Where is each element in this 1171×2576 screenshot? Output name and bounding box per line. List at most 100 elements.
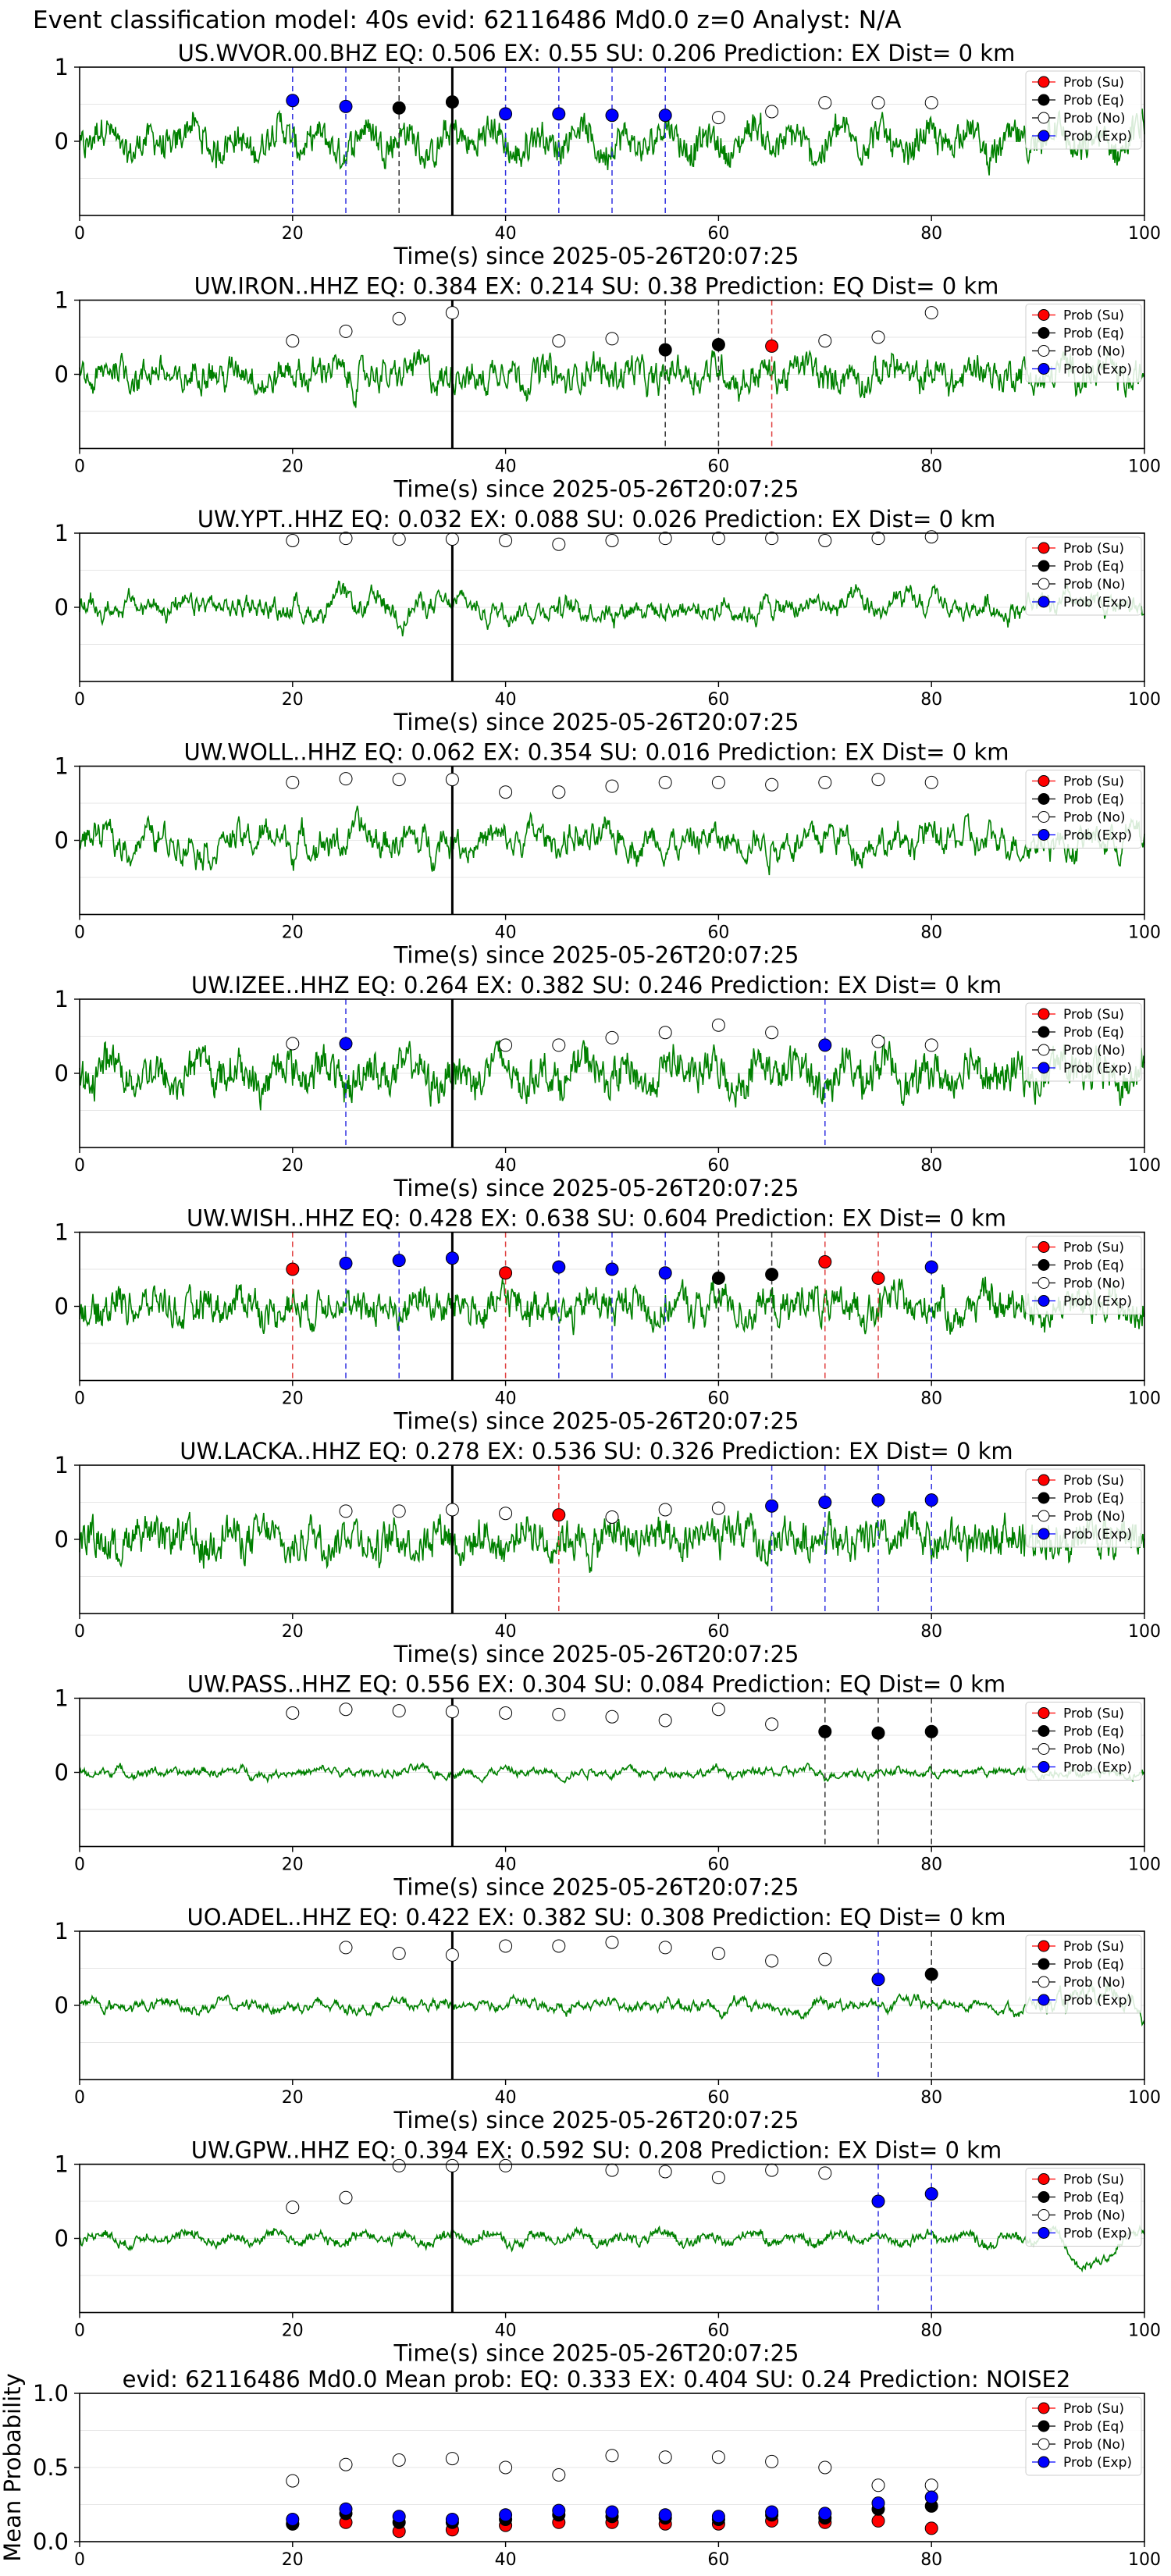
prob-marker-no xyxy=(392,1947,406,1960)
x-tick-label: 80 xyxy=(920,923,942,943)
legend-label-eq: Prob (Eq) xyxy=(1063,1491,1124,1507)
station-panel: UW.GPW..HHZ EQ: 0.394 EX: 0.592 SU: 0.20… xyxy=(55,2137,1161,2367)
prob-marker-no xyxy=(339,1703,353,1717)
x-tick-label: 40 xyxy=(495,2088,517,2108)
y-tick-label: 0 xyxy=(55,1060,69,1087)
prob-marker-exp xyxy=(339,99,353,113)
prob-marker-exp xyxy=(605,109,619,123)
mean-marker-no xyxy=(924,2478,938,2492)
legend-label-su: Prob (Su) xyxy=(1063,1939,1124,1955)
prob-marker-no xyxy=(765,1717,779,1731)
station-panel: UW.LACKA..HHZ EQ: 0.278 EX: 0.536 SU: 0.… xyxy=(55,1438,1161,1667)
x-tick-label: 0 xyxy=(74,224,85,244)
prob-marker-no xyxy=(818,2166,832,2180)
x-tick-label: 20 xyxy=(282,1389,304,1409)
x-axis-label: Time(s) since 2025-05-26T20:07:25 xyxy=(393,1175,799,1201)
prob-marker-no xyxy=(339,1941,353,1955)
prob-marker-no xyxy=(765,532,779,546)
x-tick-label: 40 xyxy=(495,1389,517,1409)
prob-marker-no xyxy=(924,775,938,789)
y-tick-label: 0 xyxy=(55,594,69,621)
y-tick-label: 1 xyxy=(55,1685,69,1712)
mean-marker-exp xyxy=(871,2496,885,2510)
legend-label-su: Prob (Su) xyxy=(1063,308,1124,324)
y-tick-label: 1 xyxy=(55,1452,69,1478)
prob-marker-no xyxy=(711,1501,725,1515)
x-tick-label: 60 xyxy=(707,457,729,477)
y-tick-label: 0 xyxy=(55,827,69,854)
legend-label-no: Prob (No) xyxy=(1063,1742,1126,1758)
legend-marker-exp xyxy=(1038,829,1050,841)
legend: Prob (Su) Prob (Eq) Prob (No) Prob (Exp) xyxy=(1025,1002,1142,1082)
legend-marker-exp xyxy=(1038,596,1050,608)
waveform-trace xyxy=(79,580,1145,637)
prob-marker-no xyxy=(658,1026,672,1040)
x-tick-label: 40 xyxy=(495,1856,517,1875)
x-tick-label: 20 xyxy=(282,224,304,244)
legend-marker-eq xyxy=(1038,793,1050,805)
panel-title: UO.ADEL..HHZ EQ: 0.422 EX: 0.382 SU: 0.3… xyxy=(187,1904,1005,1930)
prob-marker-no xyxy=(286,334,300,348)
x-tick-label: 80 xyxy=(920,690,942,710)
prob-marker-eq xyxy=(924,1724,938,1738)
y-tick-label: 1.0 xyxy=(33,2380,69,2407)
legend-label-exp: Prob (Exp) xyxy=(1063,828,1132,844)
legend-marker-no xyxy=(1038,1976,1050,1988)
x-axis-label: Time(s) since 2025-05-26T20:07:25 xyxy=(393,1641,799,1667)
legend-label-su: Prob (Su) xyxy=(1063,2401,1124,2417)
x-axis-label: Time(s) since 2025-05-26T20:07:25 xyxy=(393,1408,799,1435)
legend-box xyxy=(1025,1236,1142,1315)
legend-marker-eq xyxy=(1038,1259,1050,1271)
prob-marker-eq xyxy=(711,1271,725,1285)
x-tick-label: 60 xyxy=(707,1622,729,1642)
legend-box xyxy=(1025,1002,1142,1082)
prob-marker-no xyxy=(499,785,513,799)
legend-marker-no xyxy=(1038,112,1050,124)
prob-marker-no xyxy=(818,1952,832,1966)
prob-marker-eq xyxy=(765,1268,779,1282)
x-tick-label: 100 xyxy=(1128,1622,1161,1642)
legend-marker-exp xyxy=(1038,1761,1050,1773)
mean-marker-exp xyxy=(924,2490,938,2504)
mean-marker-no xyxy=(392,2453,406,2467)
panel-title: UW.YPT..HHZ EQ: 0.032 EX: 0.088 SU: 0.02… xyxy=(198,506,996,532)
legend-label-exp: Prob (Exp) xyxy=(1063,2226,1132,2242)
x-tick-label: 20 xyxy=(282,2322,304,2341)
panel-title: UW.GPW..HHZ EQ: 0.394 EX: 0.592 SU: 0.20… xyxy=(191,2137,1002,2164)
prob-marker-no xyxy=(924,1038,938,1052)
panel-title: US.WVOR.00.BHZ EQ: 0.506 EX: 0.55 SU: 0.… xyxy=(178,40,1016,66)
prob-marker-no xyxy=(711,775,725,789)
x-tick-label: 40 xyxy=(495,457,517,477)
x-tick-label: 40 xyxy=(495,2550,517,2570)
prob-marker-eq xyxy=(445,95,459,109)
station-panel: UW.PASS..HHZ EQ: 0.556 EX: 0.304 SU: 0.0… xyxy=(55,1671,1161,1901)
mean-marker-exp xyxy=(445,2513,459,2526)
prob-marker-no xyxy=(871,330,885,344)
prob-marker-no xyxy=(445,773,459,787)
y-tick-label: 1 xyxy=(55,54,69,80)
prob-marker-exp xyxy=(871,1493,885,1507)
legend: Prob (Su) Prob (Eq) Prob (No) Prob (Exp) xyxy=(1025,1468,1142,1548)
x-tick-label: 60 xyxy=(707,923,729,943)
legend-label-exp: Prob (Exp) xyxy=(1063,1993,1132,2008)
prob-marker-su xyxy=(286,1262,300,1276)
mean-marker-exp xyxy=(765,2505,779,2519)
x-tick-label: 100 xyxy=(1128,923,1161,943)
station-panel: UW.IZEE..HHZ EQ: 0.264 EX: 0.382 SU: 0.2… xyxy=(55,972,1161,1201)
legend-label-eq: Prob (Eq) xyxy=(1063,93,1124,109)
x-tick-label: 80 xyxy=(920,2088,942,2108)
prob-marker-su xyxy=(765,339,779,353)
prob-marker-no xyxy=(658,775,672,789)
panel-title: UW.LACKA..HHZ EQ: 0.278 EX: 0.536 SU: 0.… xyxy=(180,1438,1013,1464)
prob-marker-no xyxy=(499,1706,513,1720)
prob-marker-no xyxy=(499,1939,513,1953)
legend-box xyxy=(1025,770,1142,849)
legend-label-eq: Prob (Eq) xyxy=(1063,326,1124,342)
y-tick-label: 0 xyxy=(55,1526,69,1553)
x-axis-label: Time(s) since 2025-05-26T20:07:25 xyxy=(393,243,799,269)
legend-label-no: Prob (No) xyxy=(1063,111,1126,126)
prob-marker-exp xyxy=(924,1493,938,1507)
y-tick-label: 1 xyxy=(55,753,69,780)
x-tick-label: 40 xyxy=(495,923,517,943)
x-tick-label: 100 xyxy=(1128,2088,1161,2108)
